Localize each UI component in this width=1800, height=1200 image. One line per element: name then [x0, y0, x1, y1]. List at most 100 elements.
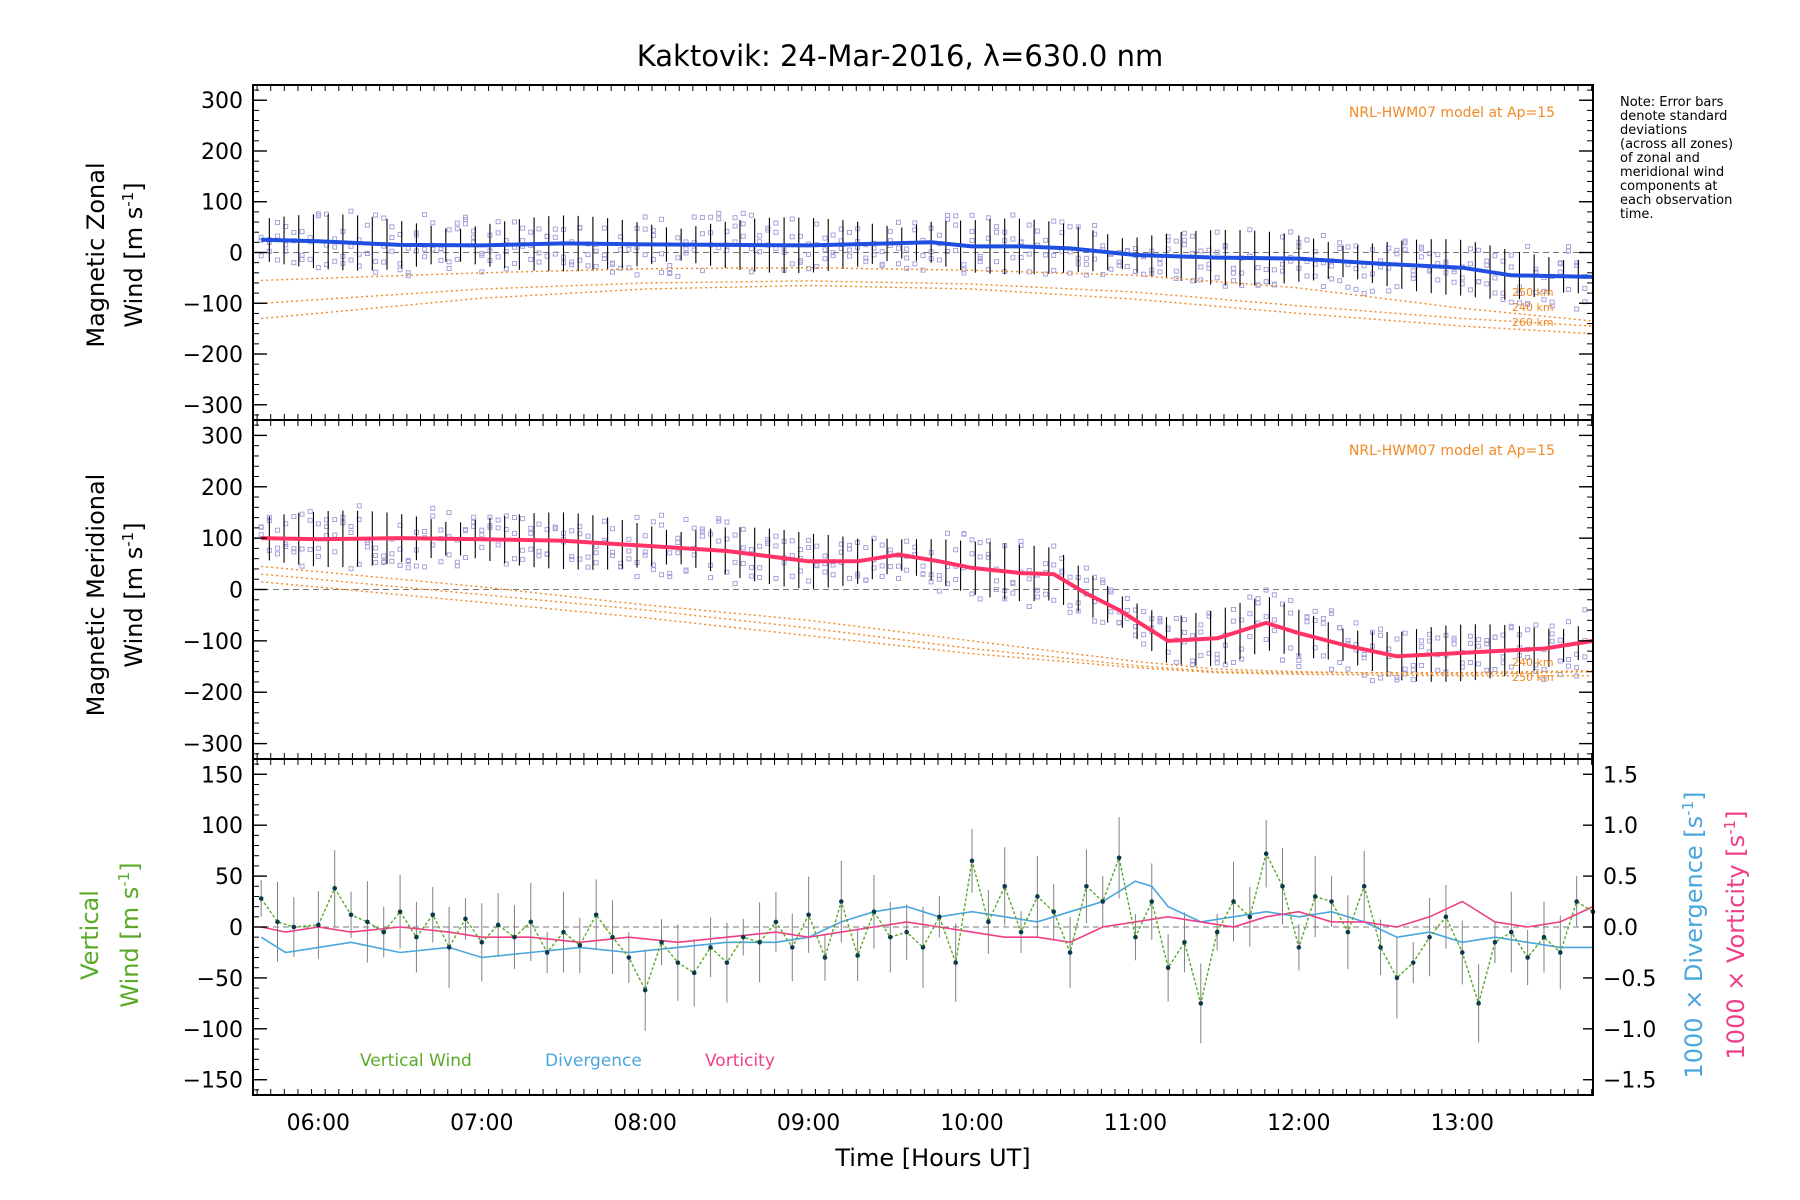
zone-sample — [1247, 611, 1253, 617]
zone-sample — [1108, 609, 1114, 615]
zone-sample — [920, 571, 926, 577]
zone-sample — [814, 264, 820, 270]
zone-sample — [1181, 629, 1187, 635]
zone-sample — [495, 542, 501, 548]
zone-sample — [1141, 609, 1147, 615]
zone-sample — [806, 578, 812, 584]
zone-sample — [822, 569, 828, 575]
vertical-wind-point — [1051, 909, 1057, 915]
zone-sample — [389, 248, 395, 254]
zone-sample — [1435, 635, 1441, 641]
zone-sample — [1369, 678, 1375, 684]
zone-sample — [1492, 666, 1498, 672]
vertical-wind-point — [495, 922, 501, 928]
zone-sample — [1410, 667, 1416, 673]
zone-sample — [822, 247, 828, 253]
zone-sample — [1051, 597, 1057, 603]
zone-sample — [315, 553, 321, 559]
y-label-line2: Wind [m s-1] — [115, 862, 144, 1007]
zone-sample — [1565, 248, 1571, 254]
zone-sample — [291, 260, 297, 266]
zone-sample — [789, 538, 795, 544]
zone-sample — [985, 538, 991, 544]
zone-sample — [479, 250, 485, 256]
zone-sample — [1508, 252, 1514, 258]
zone-sample — [1549, 631, 1555, 637]
zone-sample — [454, 220, 460, 226]
y-tick-label: −150 — [183, 1069, 243, 1094]
zone-sample — [642, 549, 648, 555]
vertical-wind-point — [1394, 975, 1400, 981]
vertical-wind-point — [1541, 934, 1547, 940]
zone-sample — [1361, 655, 1367, 661]
zone-sample — [1402, 240, 1408, 246]
zone-sample — [1271, 267, 1277, 273]
zone-sample — [373, 212, 379, 218]
zone-sample — [1181, 617, 1187, 623]
vertical-wind-point — [724, 960, 730, 965]
y-tick-label: 100 — [201, 814, 243, 839]
y-tick-label: 150 — [201, 763, 243, 788]
zone-sample — [275, 551, 281, 557]
zone-sample — [520, 547, 526, 553]
zone-sample — [1467, 261, 1473, 267]
zone-sample — [1410, 677, 1416, 683]
zone-sample — [1051, 562, 1057, 568]
zone-sample — [699, 533, 705, 539]
vertical-wind-point — [1018, 929, 1024, 935]
zone-sample — [716, 516, 722, 522]
zone-sample — [275, 233, 281, 239]
vertical-wind-point — [1410, 960, 1416, 965]
zone-sample — [659, 512, 665, 518]
zone-sample — [1337, 240, 1343, 246]
zone-sample — [1173, 268, 1179, 274]
zone-sample — [953, 213, 959, 219]
zone-sample — [1255, 600, 1261, 606]
vertical-y-axis-label: Vertical Wind [m s-1] — [76, 862, 144, 1007]
zone-sample — [315, 521, 321, 527]
zone-sample — [1116, 259, 1122, 265]
zone-sample — [315, 545, 321, 551]
y-tick-label: −100 — [183, 1018, 243, 1043]
zone-sample — [863, 545, 869, 551]
zone-sample — [1508, 664, 1514, 670]
zone-sample — [1492, 634, 1498, 640]
zone-sample — [757, 565, 763, 571]
zone-sample — [1541, 666, 1547, 672]
model-label: NRL-HWM07 model at Ap=15 — [1349, 105, 1555, 121]
zone-sample — [1541, 677, 1547, 683]
zone-sample — [1263, 279, 1269, 285]
zone-sample — [1329, 666, 1335, 672]
zone-sample — [977, 540, 983, 546]
zone-sample — [275, 219, 281, 225]
zone-sample — [1508, 264, 1514, 270]
vertical-wind-point — [1133, 934, 1138, 940]
zone-sample — [1263, 266, 1269, 272]
zone-sample — [1541, 288, 1547, 294]
y-tick-label: 50 — [215, 865, 243, 890]
zone-sample — [1288, 598, 1294, 604]
zone-sample — [920, 253, 926, 259]
zone-sample — [291, 514, 297, 520]
zone-sample — [1418, 663, 1424, 669]
zone-sample — [945, 530, 951, 536]
zone-sample — [422, 564, 428, 570]
y2-tick-label: −0.5 — [1603, 967, 1656, 992]
zone-sample — [675, 255, 681, 261]
vertical-wind-point — [1214, 929, 1220, 935]
zone-sample — [1557, 261, 1563, 267]
zone-sample — [1565, 619, 1571, 625]
zone-sample — [1043, 591, 1049, 597]
zone-sample — [822, 235, 828, 241]
vertical-wind-point — [316, 922, 321, 928]
zone-sample — [373, 552, 379, 558]
vertical-wind-point — [1459, 950, 1465, 955]
zone-sample — [691, 525, 697, 531]
zone-sample — [1141, 271, 1147, 277]
zone-sample — [1271, 282, 1277, 288]
vertical-wind-point — [1476, 1001, 1481, 1006]
zone-sample — [1280, 657, 1286, 663]
zone-sample — [1402, 247, 1408, 253]
zone-sample — [994, 259, 1000, 265]
zone-sample — [1198, 248, 1204, 254]
